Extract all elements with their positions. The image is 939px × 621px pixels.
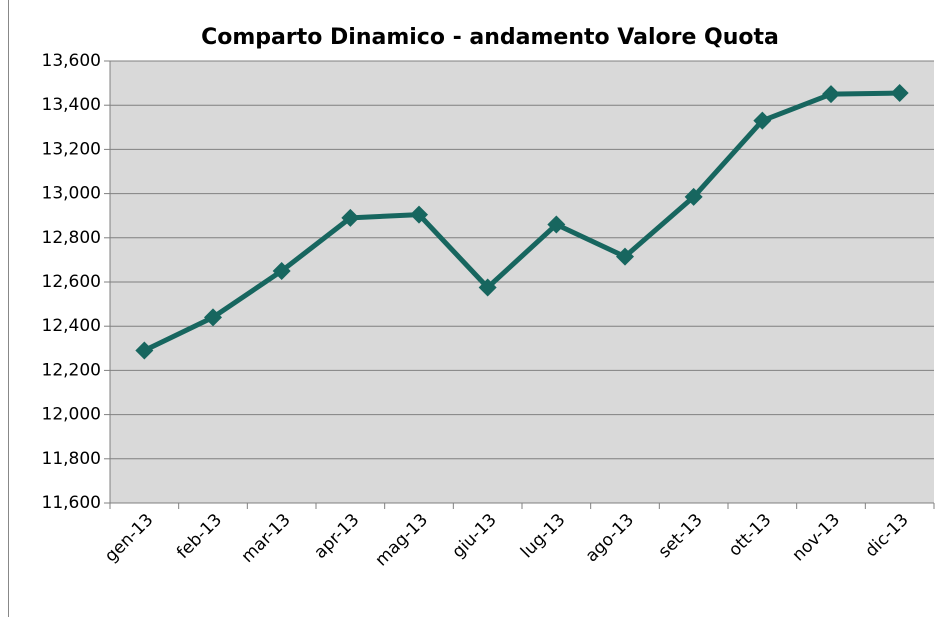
y-tick-label: 13,200 [42, 139, 101, 159]
y-tick-label: 11,800 [42, 449, 101, 469]
data-point [616, 247, 634, 266]
y-tick-label: 12,200 [42, 360, 101, 380]
series-line [143, 90, 900, 353]
x-tick-label: gen-13 [101, 510, 157, 566]
data-point [272, 261, 291, 280]
y-tick-label: 11,600 [42, 493, 101, 513]
x-tick-label: mar-13 [238, 510, 295, 567]
data-point [684, 187, 703, 206]
x-tick-label: giu-13 [448, 510, 500, 562]
y-tick-label: 12,600 [42, 272, 101, 292]
data-point [135, 341, 154, 360]
y-tick-label: 13,400 [42, 95, 101, 115]
y-tick-label: 13,600 [42, 51, 101, 71]
data-point [410, 205, 428, 224]
x-tick-label: nov-13 [789, 510, 845, 566]
data-point [822, 85, 840, 104]
data-point [547, 215, 566, 234]
x-tick-label: set-13 [655, 510, 707, 562]
x-tick-label: ago-13 [582, 510, 638, 566]
x-tick-label: lug-13 [517, 510, 569, 562]
x-tick-label: apr-13 [310, 510, 363, 563]
data-point [478, 278, 497, 297]
y-tick-label: 12,800 [42, 228, 101, 248]
data-point [753, 111, 772, 130]
y-tick-label: 13,000 [42, 184, 101, 204]
y-tick-label: 12,000 [42, 405, 101, 425]
x-tick-label: dic-13 [861, 510, 912, 561]
y-tick-label: 12,400 [42, 316, 101, 336]
x-tick-label: feb-13 [173, 510, 226, 563]
chart-title: Comparto Dinamico - andamento Valore Quo… [201, 25, 779, 50]
data-point [204, 308, 222, 327]
data-point [890, 84, 909, 103]
x-tick-label: ott-13 [725, 510, 776, 561]
data-point [341, 208, 360, 227]
x-tick-label: mag-13 [372, 510, 432, 570]
